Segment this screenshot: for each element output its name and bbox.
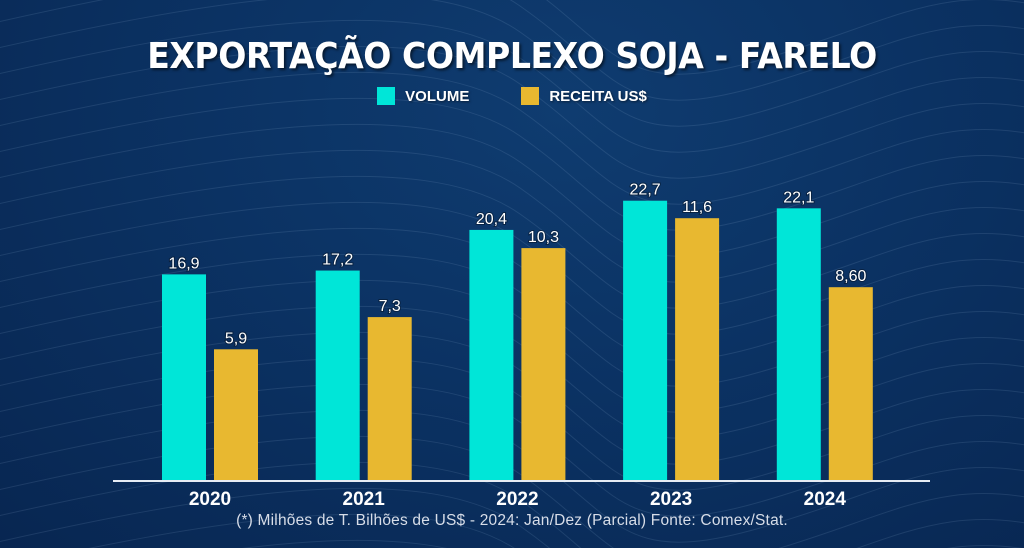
contour-line <box>0 0 1024 101</box>
contour-line <box>0 123 1024 257</box>
legend: VOLUME RECEITA US$ <box>0 87 1024 105</box>
data-label-volume-2021: 17,2 <box>322 252 353 269</box>
data-label-volume-2022: 20,4 <box>476 211 507 228</box>
legend-label-receita: RECEITA US$ <box>549 87 647 105</box>
bar-volume-2023 <box>623 200 668 481</box>
data-label-receita-2021: 7,3 <box>379 298 401 315</box>
legend-item-volume: VOLUME <box>377 87 469 105</box>
bar-receita-2021 <box>367 317 412 481</box>
data-label-receita-2023: 11,6 <box>682 199 712 216</box>
bar-volume-2022 <box>469 229 514 481</box>
contour-line <box>0 227 1024 361</box>
data-label-volume-2023: 22,7 <box>630 182 661 199</box>
contour-line <box>0 71 1024 205</box>
bar-receita-2024 <box>828 287 873 481</box>
footnote: (*) Milhões de T. Bilhões de US$ - 2024:… <box>236 512 788 529</box>
x-tick-label-2024: 2024 <box>804 489 847 510</box>
data-label-receita-2020: 5,9 <box>225 330 247 347</box>
x-tick-label-2023: 2023 <box>650 489 692 510</box>
contour-line <box>0 487 1023 548</box>
bar-volume-2021 <box>315 270 360 481</box>
contour-line <box>0 305 1024 439</box>
legend-item-receita: RECEITA US$ <box>521 87 647 105</box>
bar-receita-2020 <box>214 349 258 481</box>
data-label-receita-2022: 10,3 <box>528 229 559 246</box>
contour-line <box>0 0 1024 127</box>
legend-swatch-volume <box>377 87 396 105</box>
bar-volume-2024 <box>776 208 821 481</box>
contour-line <box>0 97 1024 231</box>
chart-title: EXPORTAÇÃO COMPLEXO SOJA - FARELO <box>147 36 877 77</box>
contour-line <box>88 513 515 548</box>
x-tick-label-2022: 2022 <box>496 489 538 510</box>
contour-line <box>0 331 1024 465</box>
contour-line <box>0 45 1024 179</box>
data-label-volume-2024: 22,1 <box>783 189 814 206</box>
legend-label-volume: VOLUME <box>405 87 470 105</box>
data-label-receita-2024: 8,60 <box>835 268 866 285</box>
x-tick-label-2020: 2020 <box>189 489 231 510</box>
contour-line <box>0 201 1024 335</box>
contour-line <box>545 0 1024 75</box>
contour-line <box>242 539 447 548</box>
contour-line <box>0 19 1024 153</box>
x-tick-label-2021: 2021 <box>343 489 386 510</box>
bar-volume-2020 <box>162 274 206 481</box>
contour-line <box>0 279 1024 413</box>
bar-receita-2023 <box>675 218 720 481</box>
contour-line <box>0 149 1024 283</box>
contour-line <box>0 253 1024 387</box>
bar-receita-2022 <box>521 248 566 481</box>
contour-line <box>0 175 1024 309</box>
legend-swatch-receita <box>521 87 540 105</box>
data-label-volume-2020: 16,9 <box>168 255 199 272</box>
